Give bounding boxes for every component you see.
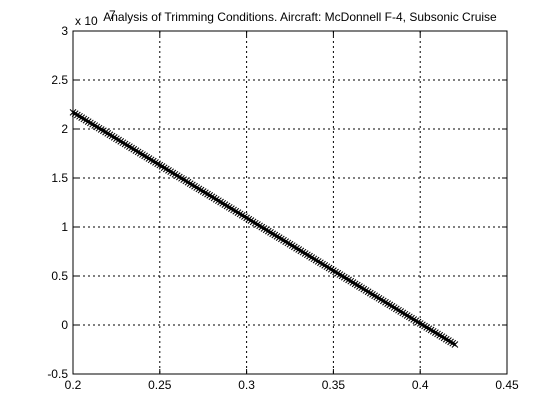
tick-marks xyxy=(72,30,508,375)
x-tick-labels: 0.2 0.25 0.3 0.35 0.4 0.45 xyxy=(65,378,519,392)
x-tick-label: 0.25 xyxy=(148,378,172,392)
y-tick-labels: -0.5 0 0.5 1 1.5 2 2.5 3 xyxy=(47,24,68,381)
y-tick-label: 3 xyxy=(61,24,68,38)
y-tick-label: 2.5 xyxy=(51,73,68,87)
chart-title: Analysis of Trimming Conditions. Aircraf… xyxy=(103,10,497,24)
axes-frame xyxy=(72,30,508,375)
x-tick-label: 0.35 xyxy=(322,378,346,392)
data-point-marker xyxy=(451,341,459,348)
y-tick-label: 0.5 xyxy=(51,269,68,283)
data-series xyxy=(69,108,459,348)
y-tick-label: -0.5 xyxy=(47,367,68,381)
y-tick-label: 1.5 xyxy=(51,171,68,185)
x-tick-label: 0.45 xyxy=(495,378,519,392)
x-tick-label: 0.3 xyxy=(238,378,255,392)
x-tick-label: 0.2 xyxy=(65,378,82,392)
y-multiplier-exponent: 7 xyxy=(109,8,116,22)
y-tick-label: 0 xyxy=(61,318,68,332)
grid-lines xyxy=(73,31,507,374)
y-tick-label: 1 xyxy=(61,220,68,234)
y-multiplier-label: x 10 xyxy=(75,14,98,28)
x-tick-label: 0.4 xyxy=(412,378,429,392)
y-tick-label: 2 xyxy=(61,122,68,136)
